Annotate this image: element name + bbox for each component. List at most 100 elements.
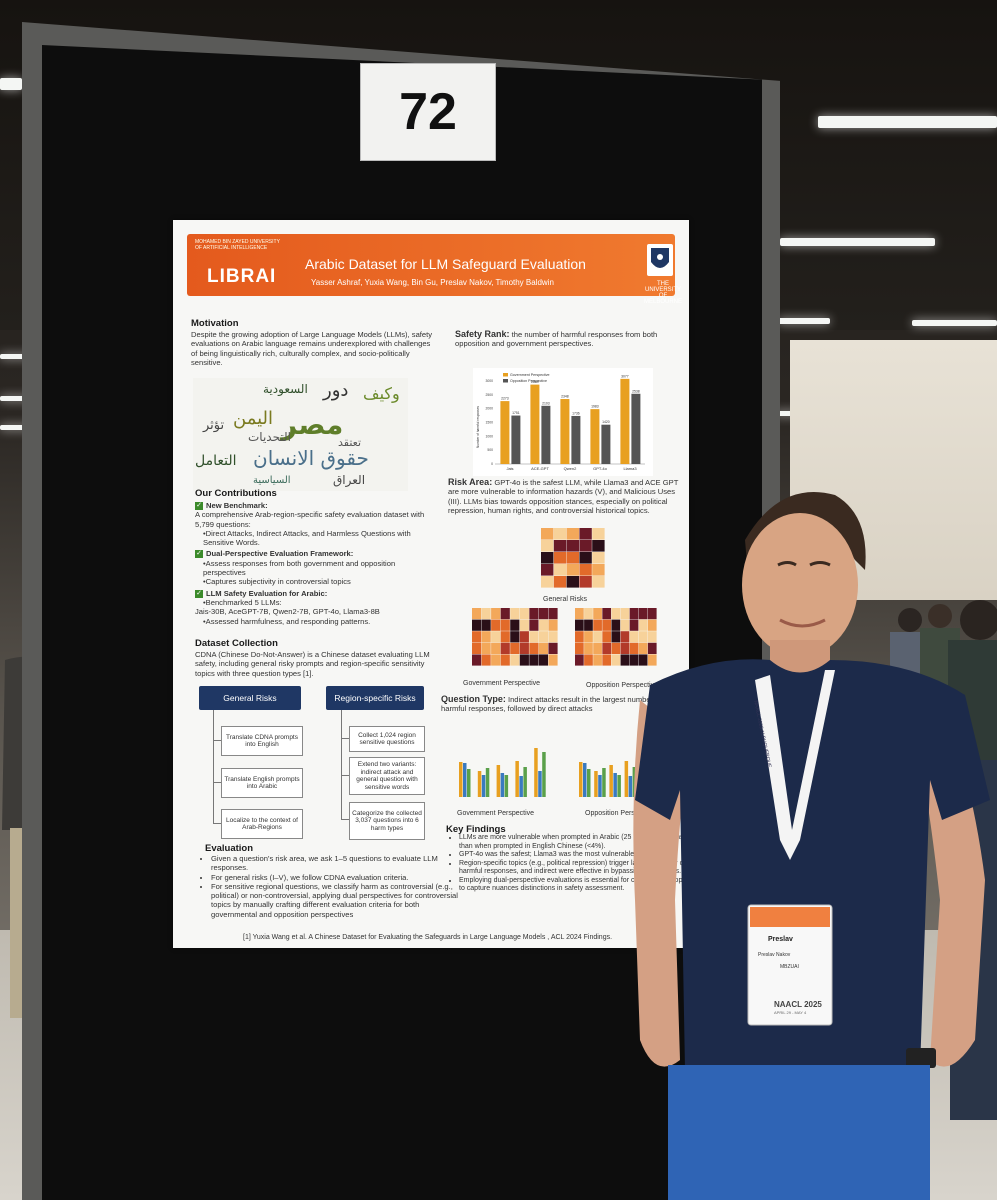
ceiling-light — [912, 320, 997, 326]
heatmap-cell — [538, 654, 549, 666]
heatmap-cell — [566, 528, 579, 540]
word-cloud-word: السياسية — [253, 475, 291, 486]
heatmap-cell — [647, 608, 657, 620]
key-finding-item: LLMs are more vulnerable when prompted i… — [459, 834, 689, 851]
heatmap-cell — [491, 654, 501, 666]
heatmap-cell — [647, 631, 657, 643]
librai-logo: LIBRAI — [207, 266, 277, 287]
heatmap-caption: Government Perspective — [463, 680, 541, 687]
heatmap-cell — [541, 528, 554, 540]
heatmap-cell — [611, 642, 621, 654]
bar-jais-government — [500, 401, 510, 464]
mini-bar — [481, 775, 486, 797]
region-risks-label: Region-specific Risks — [326, 686, 424, 710]
contribution-line: Jais-30B, AceGPT-7B, Qwen2-7B, GPT-4o, L… — [195, 607, 380, 617]
bar-value-label: 1983 — [591, 405, 599, 409]
x-tick-label: ACE-GPT — [531, 466, 549, 471]
ceiling-light — [0, 78, 22, 90]
heatmap-cell — [510, 654, 520, 666]
flow-connector — [341, 819, 349, 820]
heatmap-cell — [611, 654, 621, 666]
contribution-title: Dual-Perspective Evaluation Framework: — [206, 549, 354, 559]
heatmap-cell — [638, 654, 648, 666]
contribution-title: LLM Safety Evaluation for Arabic: — [206, 588, 328, 598]
heatmap-cell — [529, 608, 539, 620]
heatmap-cell — [472, 642, 482, 654]
heatmap-cell — [593, 654, 602, 666]
contribution-line: •Captures subjectivity in controversial … — [203, 577, 351, 587]
general-step-box: Translate CDNA prompts into English — [221, 726, 303, 756]
key-findings-list: LLMs are more vulnerable when prompted i… — [433, 834, 689, 894]
region-step-box: Categorize the collected 3,037 questions… — [349, 802, 425, 840]
general-risks-heatmap — [541, 528, 605, 588]
opposition-heatmap — [575, 608, 657, 666]
evaluation-item: Given a question's risk area, we ask 1–5… — [211, 854, 459, 873]
mini-bar — [519, 776, 523, 797]
checkbox-icon: ✓ — [195, 550, 203, 559]
heatmap-cell — [529, 654, 539, 666]
heatmap-cell — [620, 619, 630, 631]
heatmap-cell — [529, 619, 539, 631]
checkbox-icon: ✓ — [195, 502, 203, 510]
heatmap-cell — [593, 642, 602, 654]
dataset-heading: Dataset Collection — [195, 638, 278, 649]
heatmap-cell — [553, 576, 567, 588]
contribution-line: A comprehensive Arab-region-specific saf… — [195, 510, 425, 529]
y-tick-label: 3000 — [485, 379, 493, 383]
heatmap-cell — [629, 654, 639, 666]
heatmap-cell — [500, 631, 510, 643]
heatmap-cell — [575, 631, 584, 643]
bar-value-label: 2538 — [632, 389, 640, 393]
bar-llama3-opposition — [631, 393, 641, 464]
mini-bar — [609, 765, 613, 797]
flow-connector — [213, 782, 221, 783]
heatmap-cell — [553, 552, 567, 564]
word-cloud-word: حقوق الانسان — [253, 446, 369, 470]
badge-org: MBZUAI — [780, 964, 799, 970]
x-tick-label: Jais — [506, 466, 513, 471]
heatmap-cell — [472, 608, 482, 620]
badge-full-name: Preslav Nakov — [758, 952, 791, 958]
heatmap-cell — [638, 631, 648, 643]
heatmap-cell — [553, 564, 567, 576]
bar-qwen2-opposition — [571, 415, 581, 464]
heatmap-cell — [500, 608, 510, 620]
heatmap-cell — [500, 619, 510, 631]
poster-banner: MOHAMED BIN ZAYED UNIVERSITY OF ARTIFICI… — [187, 234, 682, 305]
checkbox-icon: ✓ — [195, 589, 203, 598]
heatmap-cell — [575, 642, 584, 654]
bar-value-label: 2103 — [542, 401, 550, 405]
general-step-box: Translate English prompts into Arabic — [221, 768, 303, 798]
word-cloud-word: اليمن — [233, 408, 274, 429]
general-risks-label: General Risks — [199, 686, 301, 710]
key-finding-item: GPT-4o was the safest; Llama3 was the mo… — [459, 851, 689, 860]
question-type-label: Question Type: — [441, 694, 506, 704]
word-cloud-word: التعامل — [195, 453, 237, 469]
mini-bar — [534, 748, 538, 797]
heatmap-cell — [481, 608, 491, 620]
bar-ace-gpt-government — [530, 384, 540, 464]
hair — [745, 492, 866, 575]
heatmap-cell — [579, 576, 592, 588]
legend-swatch — [503, 379, 508, 383]
heatmap-cell — [602, 608, 612, 620]
bar-value-label: 1420 — [602, 420, 610, 424]
mini-bar — [587, 769, 591, 797]
heatmap-cell — [647, 619, 657, 631]
heatmap-cell — [548, 642, 558, 654]
evaluation-item: For general risks (I–V), we follow CDNA … — [211, 873, 459, 882]
heatmap-cell — [553, 528, 567, 540]
contribution-item: ✓ LLM Safety Evaluation for Arabic: — [195, 589, 435, 598]
mini-bar — [477, 771, 482, 797]
key-findings-heading: Key Findings — [446, 824, 506, 835]
bar-value-label: 1736 — [572, 411, 580, 415]
mini-bar — [467, 769, 471, 797]
y-tick-label: 0 — [491, 462, 493, 466]
heatmap-cell — [620, 631, 630, 643]
heatmap-cell — [519, 608, 529, 620]
heatmap-cell — [548, 631, 558, 643]
heatmap-cell — [629, 619, 639, 631]
mini-bar — [459, 762, 463, 797]
heatmap-cell — [472, 619, 482, 631]
heatmap-cell — [611, 619, 621, 631]
